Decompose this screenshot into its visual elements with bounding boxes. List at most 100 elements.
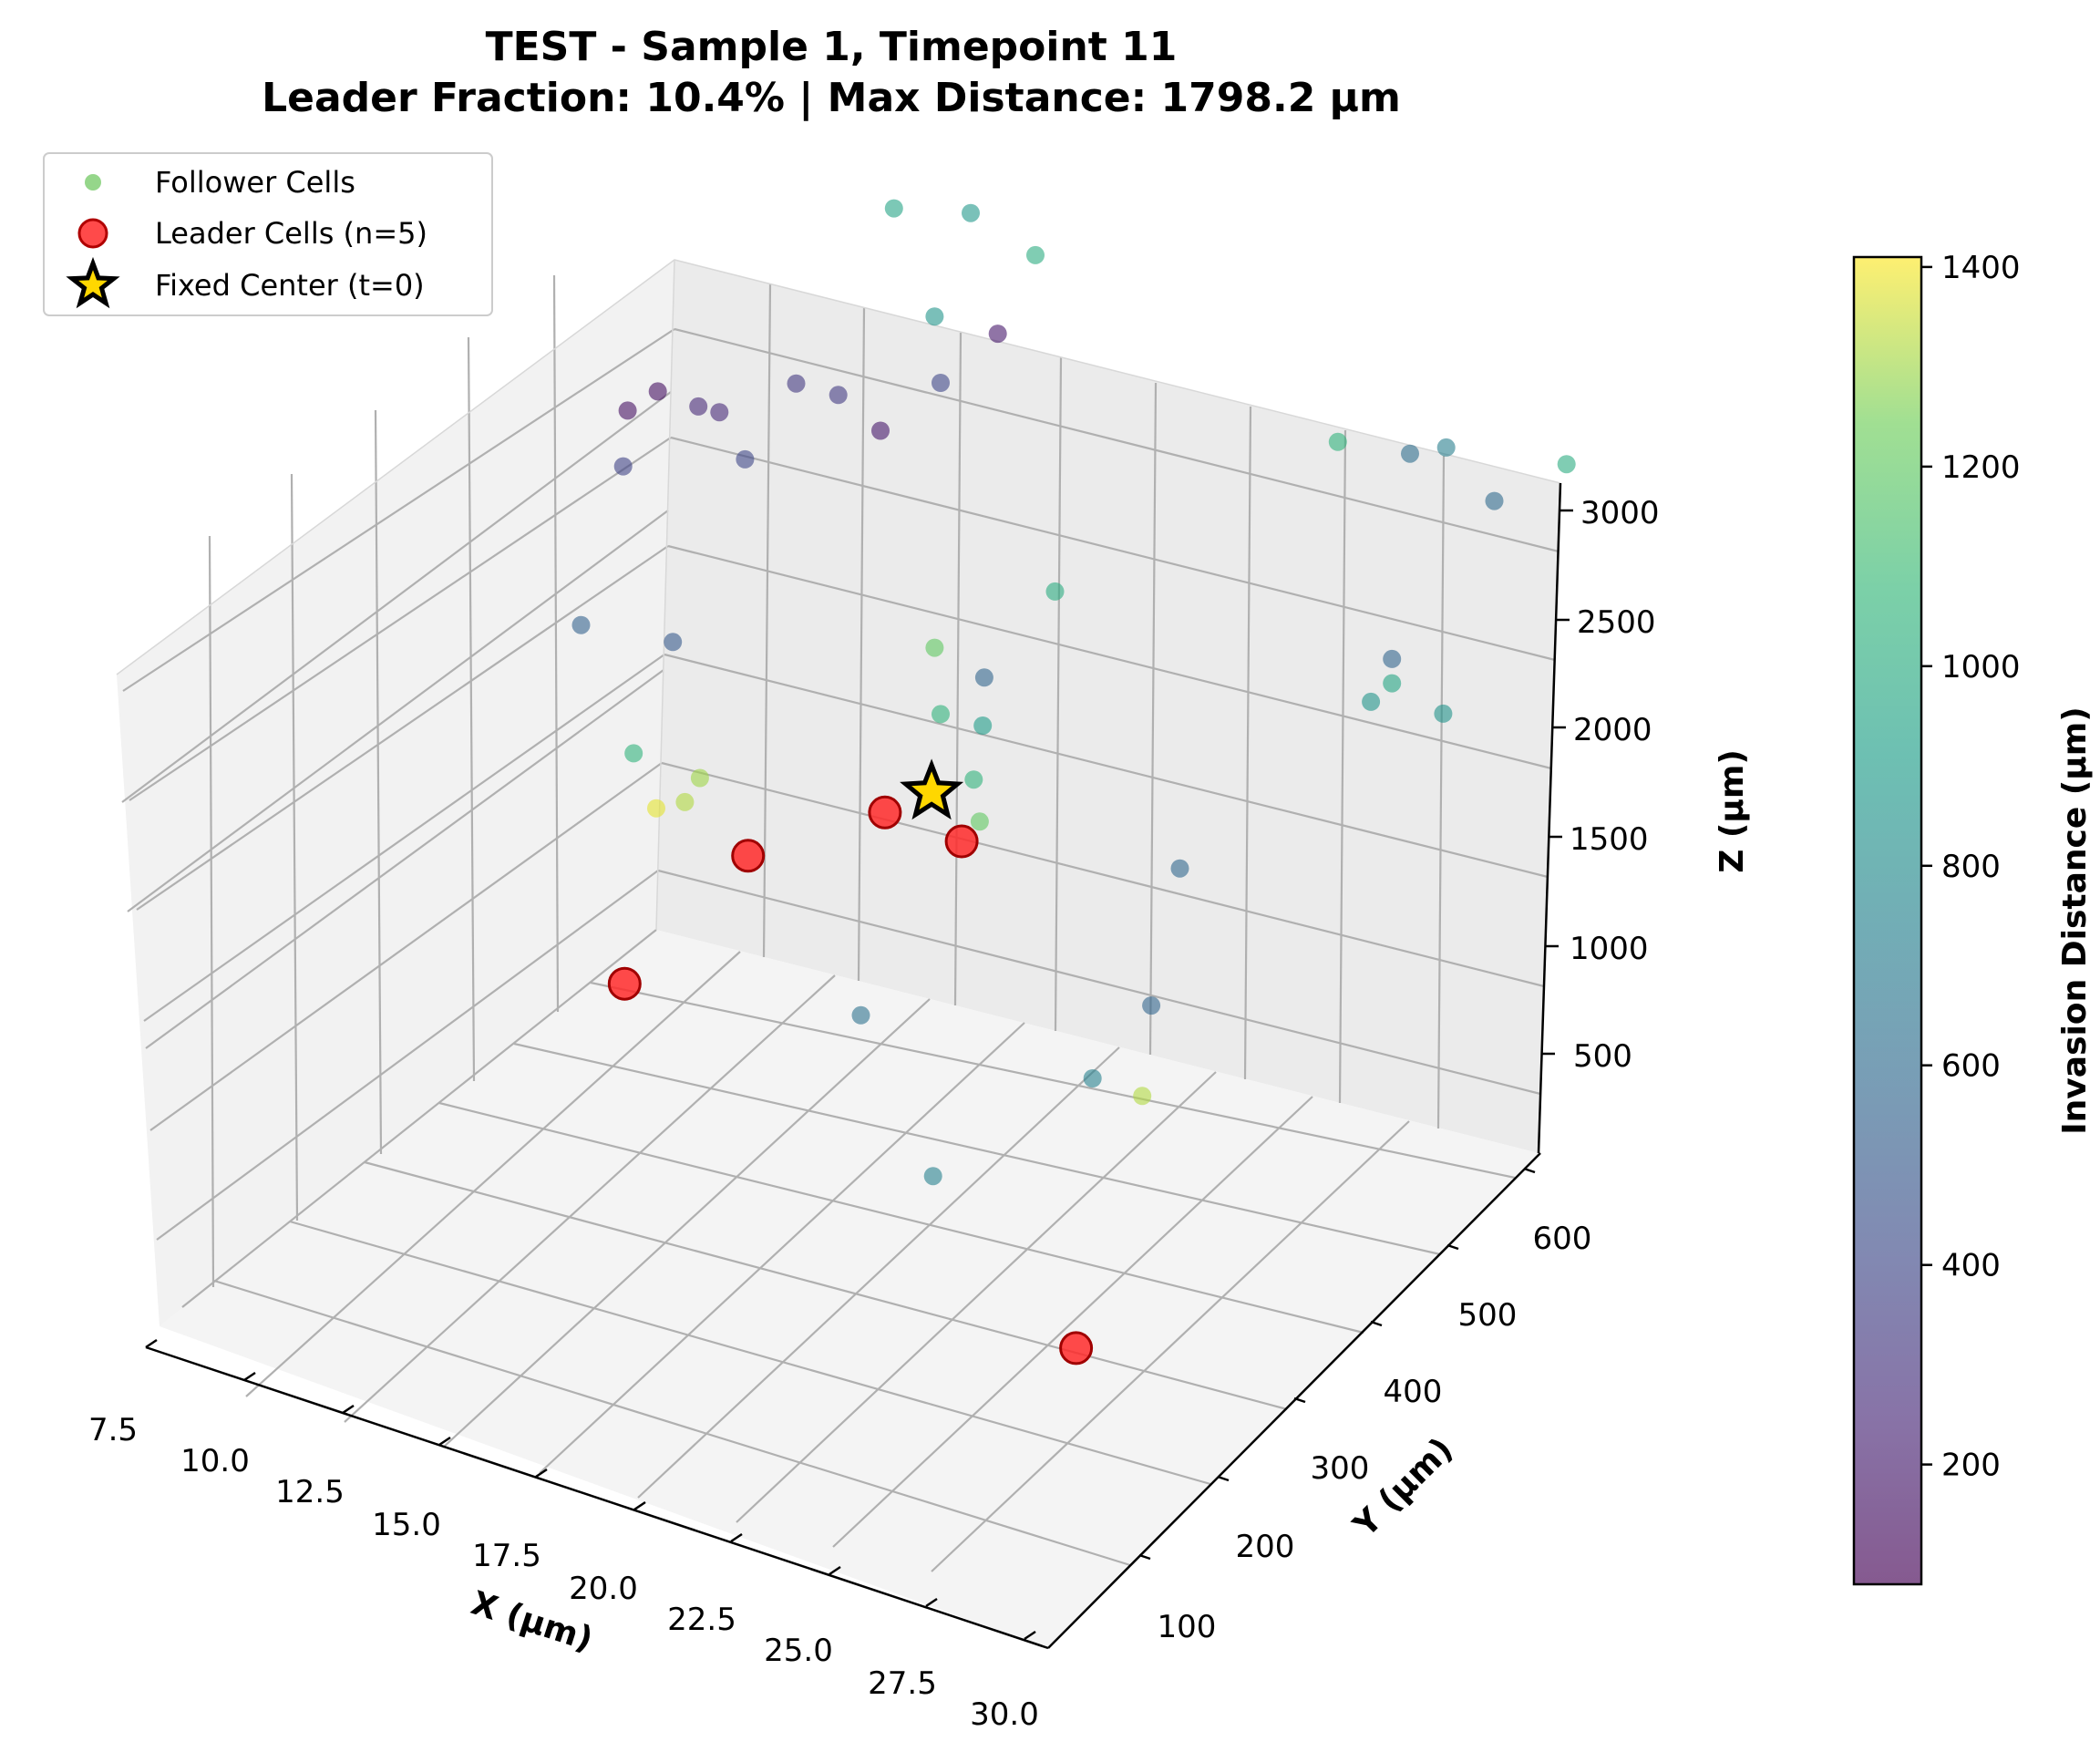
follower-point <box>618 401 637 420</box>
follower-point <box>1142 996 1161 1015</box>
follower-cells <box>571 199 1576 1186</box>
chart-title: TEST - Sample 1, Timepoint 11 <box>486 24 1178 70</box>
legend-leader-marker <box>77 218 108 249</box>
follower-point <box>925 307 944 326</box>
z-ticks <box>1542 509 1573 1056</box>
pane-edges <box>116 259 1561 931</box>
follower-point <box>923 1167 942 1186</box>
y-tick-label: 500 <box>1458 1297 1518 1334</box>
z-tick-label: 3000 <box>1580 495 1660 531</box>
z-tick-label: 1000 <box>1570 931 1649 967</box>
follower-point <box>973 716 993 735</box>
follower-point <box>932 705 950 724</box>
legend-follower-label: Follower Cells <box>155 165 355 200</box>
x-ticks <box>145 1338 1036 1641</box>
colorbar-ticks: 200 400 600 800 1000 1200 1400 <box>1921 250 2021 1484</box>
follower-point <box>689 397 708 416</box>
follower-point <box>1485 491 1504 510</box>
follower-point <box>829 386 848 405</box>
follower-point <box>1383 674 1402 693</box>
colorbar: 200 400 600 800 1000 1200 1400 Invasion Distan… <box>1852 250 2094 1586</box>
colorbar-tick-label: 200 <box>1941 1448 2001 1484</box>
follower-point <box>1045 582 1065 601</box>
colorbar-tick-label: 600 <box>1941 1048 2001 1085</box>
z-tick-label: 2500 <box>1577 604 1656 641</box>
follower-point <box>664 633 683 652</box>
leader-point <box>944 824 979 859</box>
x-tick-label: 30.0 <box>970 1696 1039 1733</box>
leader-point <box>731 839 766 873</box>
z-tick-labels: 500 1000 1500 2000 2500 3000 <box>1570 495 1660 1075</box>
follower-point <box>1133 1087 1152 1106</box>
z-axis-line <box>1537 482 1562 1154</box>
legend-center-label: Fixed Center (t=0) <box>155 268 425 303</box>
colorbar-tick-label: 1400 <box>1941 250 2021 286</box>
back-pane-left <box>117 260 674 1326</box>
y-ticks <box>1138 1167 1536 1561</box>
follower-point <box>787 374 806 393</box>
follower-point <box>613 457 633 476</box>
follower-point <box>1434 704 1453 723</box>
follower-point <box>1328 432 1347 451</box>
follower-point <box>1362 692 1381 711</box>
grid-lines <box>121 274 1560 1572</box>
follower-point <box>690 768 709 788</box>
legend-center-marker <box>66 256 120 309</box>
colorbar-tick-label: 1200 <box>1941 449 2021 486</box>
follower-point <box>710 403 729 422</box>
follower-point <box>970 812 989 831</box>
fixed-center-star <box>900 758 964 820</box>
x-axis-line <box>145 1345 1049 1650</box>
y-tick-label: 200 <box>1236 1529 1295 1565</box>
x-tick-label: 7.5 <box>88 1412 138 1448</box>
colorbar-label: Invasion Distance (µm) <box>2056 706 2094 1134</box>
x-tick-label: 10.0 <box>180 1443 250 1479</box>
leader-point <box>868 795 902 830</box>
follower-point <box>1083 1069 1102 1087</box>
axis-lines <box>145 482 1562 1650</box>
follower-point <box>571 615 591 634</box>
y-axis-label: Y (µm) <box>1346 1430 1461 1545</box>
follower-point <box>675 792 695 811</box>
follower-point <box>1170 859 1189 878</box>
colorbar-gradient <box>1852 255 1923 1586</box>
colorbar-tick-label: 400 <box>1941 1248 2001 1284</box>
leader-point <box>607 966 642 1001</box>
fixed-center <box>900 758 964 820</box>
follower-point <box>871 421 890 440</box>
colorbar-tick-label: 800 <box>1941 849 2001 885</box>
y-tick-label: 100 <box>1158 1609 1217 1645</box>
y-tick-labels: 100 200 300 400 500 600 <box>1158 1221 1592 1645</box>
follower-point <box>648 382 667 401</box>
chart-subtitle: Leader Fraction: 10.4% | Max Distance: 1… <box>262 75 1401 121</box>
legend-leader-label: Leader Cells (n=5) <box>155 216 427 251</box>
x-tick-label: 15.0 <box>372 1507 441 1543</box>
follower-point <box>1401 444 1419 463</box>
x-tick-label: 25.0 <box>764 1633 833 1669</box>
colorbar-tick-label: 1000 <box>1941 649 2021 685</box>
back-pane-right <box>656 260 1560 1153</box>
follower-point <box>1557 455 1576 474</box>
follower-point <box>884 199 903 218</box>
z-tick-label: 1500 <box>1570 821 1649 858</box>
legend: Follower Cells Leader Cells (n=5) Fixed … <box>43 152 493 316</box>
y-tick-label: 400 <box>1384 1374 1443 1410</box>
follower-point <box>1026 245 1045 264</box>
y-axis-line <box>1047 1152 1541 1649</box>
y-tick-label: 300 <box>1311 1450 1370 1487</box>
x-tick-label: 27.5 <box>868 1665 937 1702</box>
follower-point <box>964 770 983 789</box>
follower-point <box>974 668 993 687</box>
follower-point <box>647 799 665 818</box>
legend-box <box>43 152 493 316</box>
leader-point <box>1059 1331 1094 1366</box>
follower-point <box>624 744 643 763</box>
x-tick-label: 20.0 <box>569 1571 638 1607</box>
z-axis-label: Z (µm) <box>1714 749 1751 873</box>
y-tick-label: 600 <box>1533 1221 1592 1257</box>
follower-point <box>736 449 755 469</box>
x-tick-label: 22.5 <box>667 1602 736 1638</box>
z-tick-label: 500 <box>1573 1038 1632 1075</box>
follower-point <box>925 638 944 657</box>
